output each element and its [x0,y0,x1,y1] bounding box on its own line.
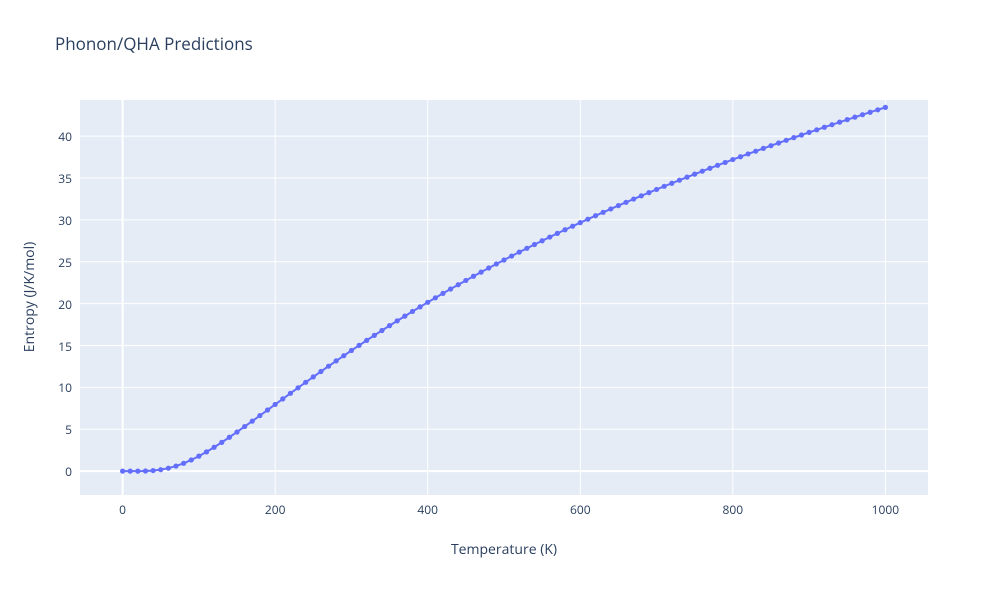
x-axis-label: Temperature (K) [404,540,604,559]
plot-area[interactable] [80,100,928,495]
x-tick: 800 [708,501,758,518]
y-tick: 0 [32,463,72,480]
y-tick: 15 [32,338,72,355]
y-tick: 20 [32,296,72,313]
y-tick: 30 [32,212,72,229]
y-tick: 25 [32,254,72,271]
chart-title: Phonon/QHA Predictions [55,32,253,55]
x-tick: 0 [98,501,148,518]
chart-svg [80,100,928,495]
y-tick: 5 [32,421,72,438]
x-tick: 1000 [860,501,910,518]
x-tick: 400 [403,501,453,518]
x-tick: 200 [250,501,300,518]
y-tick: 40 [32,128,72,145]
y-tick: 35 [32,170,72,187]
x-tick: 600 [555,501,605,518]
y-tick: 10 [32,379,72,396]
